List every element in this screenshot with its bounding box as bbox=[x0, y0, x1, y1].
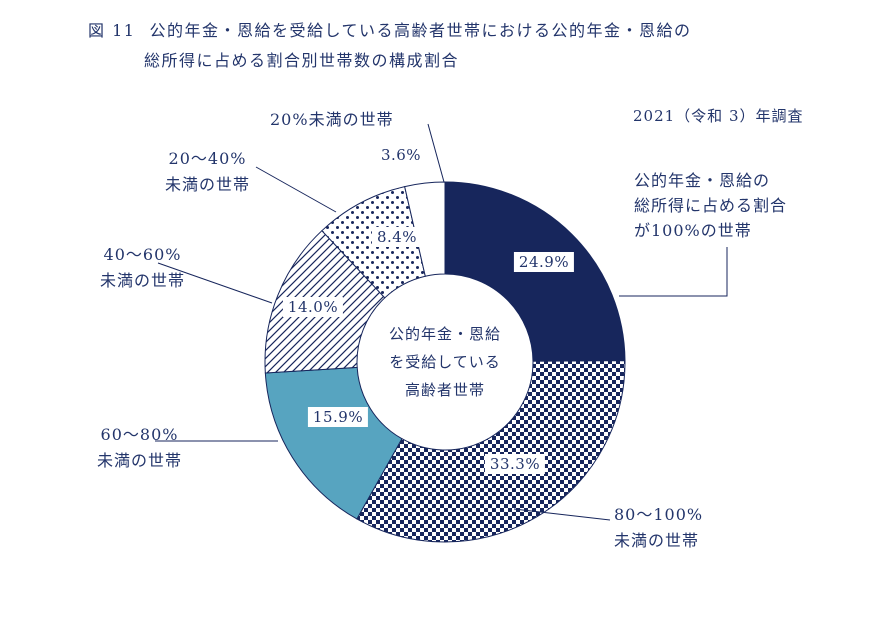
label-60-80: 60～80% 未満の世帯 bbox=[96, 425, 182, 470]
value-20-40: 8.4% bbox=[371, 227, 423, 247]
value-60-80: 15.9% bbox=[307, 407, 369, 427]
donut-center-label: 公的年金・恩給 を受給している 高齢者世帯 bbox=[389, 320, 501, 404]
figure-title: 図 11 公的年金・恩給を受給している高齢者世帯における公的年金・恩給の bbox=[88, 16, 691, 46]
leader-line-40-60 bbox=[157, 262, 273, 304]
center-label-line1: 公的年金・恩給 bbox=[388, 325, 502, 343]
label-under-20: 20%未満の世帯 bbox=[270, 110, 394, 129]
donut-segment-5 bbox=[404, 181, 446, 277]
leader-lines bbox=[155, 123, 728, 521]
figure-number: 図 11 bbox=[88, 21, 136, 40]
donut-segment-1 bbox=[356, 360, 626, 543]
label-80-100: 80～100% 未満の世帯 bbox=[614, 505, 704, 550]
leader-line-under20 bbox=[427, 123, 445, 183]
value-100-percent: 24.9% bbox=[513, 252, 575, 272]
leader-line-80-100 bbox=[513, 508, 611, 521]
label-40-60: 40～60% 未満の世帯 bbox=[99, 245, 185, 290]
center-label-line3: 高齢者世帯 bbox=[404, 381, 486, 399]
center-label-line2: を受給している bbox=[389, 353, 501, 371]
leader-line-100 bbox=[619, 247, 728, 297]
value-40-60: 14.0% bbox=[282, 297, 344, 317]
value-under-20: 3.6% bbox=[375, 145, 427, 165]
label-20-40: 20～40% 未満の世帯 bbox=[164, 149, 250, 194]
figure-title-line2: 総所得に占める割合別世帯数の構成割合 bbox=[144, 51, 460, 70]
donut-segment-2 bbox=[264, 366, 403, 520]
figure-title-line1: 公的年金・恩給を受給している高齢者世帯における公的年金・恩給の bbox=[149, 21, 692, 40]
value-80-100: 33.3% bbox=[484, 454, 546, 474]
leader-line-20-40 bbox=[255, 166, 337, 213]
label-100-percent: 公的年金・恩給の 総所得に占める割合 が100%の世帯 bbox=[634, 171, 788, 240]
survey-year-label: 2021（令和 3）年調査 bbox=[633, 107, 804, 125]
